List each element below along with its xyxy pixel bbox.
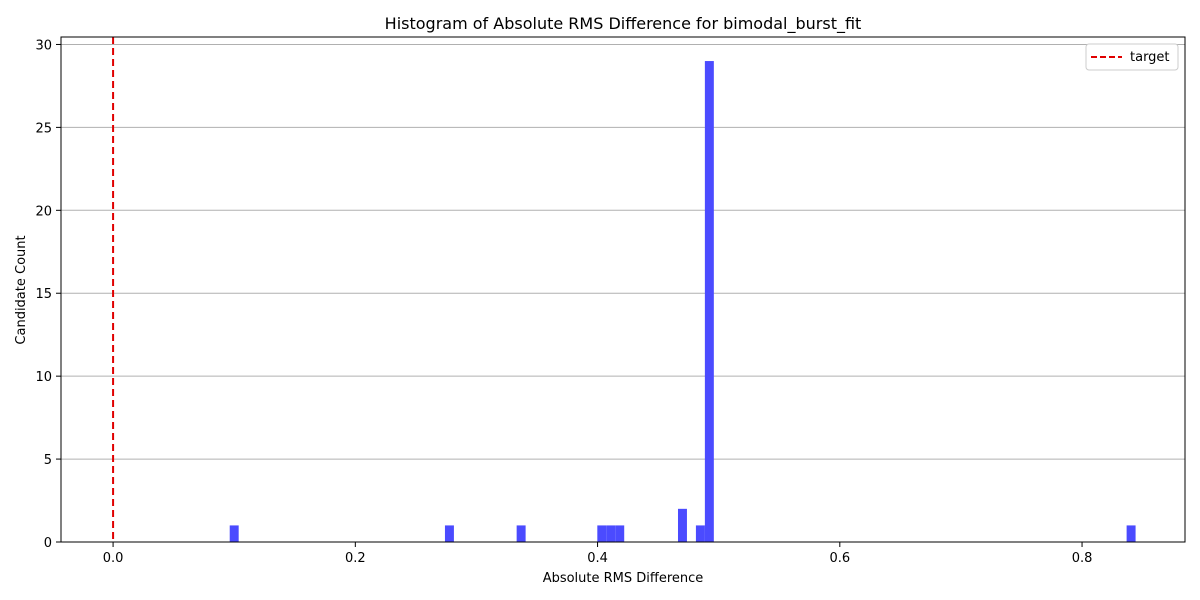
chart-title: Histogram of Absolute RMS Difference for… — [385, 14, 862, 34]
histogram-bar — [597, 525, 607, 542]
y-tick-label: 30 — [35, 38, 52, 53]
y-tick-label: 25 — [35, 121, 52, 136]
histogram-bar — [229, 525, 239, 542]
x-tick-label: 0.2 — [345, 551, 366, 566]
histogram-bar — [695, 525, 705, 542]
histogram-bars — [229, 61, 1136, 543]
y-tick-label: 10 — [35, 370, 52, 385]
x-tick-label: 0.0 — [103, 551, 124, 566]
histogram-bar — [1126, 525, 1136, 542]
legend: target — [1085, 43, 1179, 71]
y-axis-ticks: 0 5 10 15 20 25 30 — [35, 38, 61, 551]
y-tick-label: 15 — [35, 287, 52, 302]
y-tick-label: 0 — [44, 536, 52, 551]
histogram-bar — [444, 525, 454, 542]
legend-target-label: target — [1130, 50, 1170, 65]
y-tick-label: 20 — [35, 204, 52, 219]
y-axis-label: Candidate Count — [14, 235, 29, 344]
x-axis-ticks: 0.0 0.2 0.4 0.6 0.8 — [103, 542, 1093, 566]
histogram-bar — [606, 525, 616, 542]
plot-area-frame — [60, 36, 1186, 543]
x-axis-label: Absolute RMS Difference — [543, 571, 704, 586]
histogram-bar — [704, 61, 714, 543]
y-tick-label: 5 — [44, 453, 52, 468]
histogram-bar — [677, 508, 687, 542]
x-tick-label: 0.4 — [587, 551, 608, 566]
histogram-bar — [516, 525, 526, 542]
legend-box — [1085, 43, 1179, 71]
y-gridlines — [61, 43, 1185, 460]
x-tick-label: 0.6 — [829, 551, 850, 566]
histogram-bar — [615, 525, 625, 542]
x-tick-label: 0.8 — [1072, 551, 1093, 566]
